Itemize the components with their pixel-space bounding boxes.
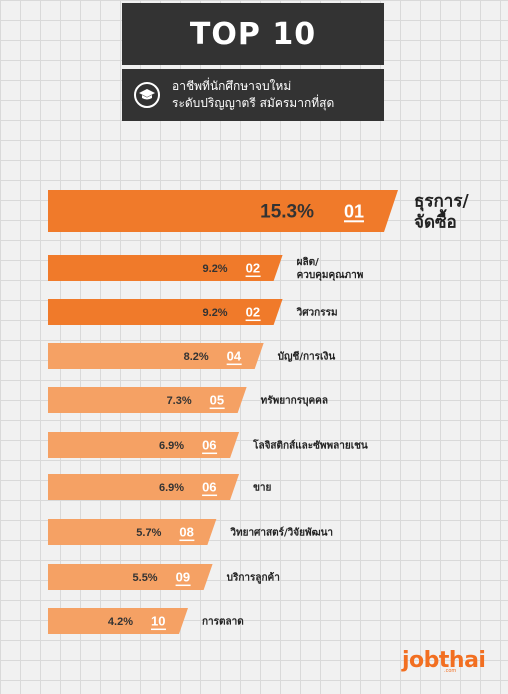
rank-label: 05 <box>210 393 224 408</box>
value-label: 9.2% <box>203 263 228 275</box>
category-label: บริการลูกค้า <box>227 572 280 585</box>
rank-label: 09 <box>176 570 190 585</box>
bar <box>48 474 240 500</box>
value-label: 6.9% <box>159 440 184 452</box>
subtitle-line-2: ระดับปริญญาตรี สมัครมากที่สุด <box>172 96 335 110</box>
rank-label: 06 <box>202 438 216 453</box>
jobthai-logo: jobthai <box>402 648 492 680</box>
bar <box>48 255 283 281</box>
rank-underline <box>245 319 261 322</box>
value-label: 7.3% <box>167 395 192 407</box>
header-title-box: TOP 10 <box>122 3 384 65</box>
category-label: ขาย <box>253 483 271 494</box>
subtitle-line-1: อาชีพที่นักศึกษาจบใหม่ <box>172 79 292 93</box>
logo-domain: .com <box>444 668 457 674</box>
value-label: 6.9% <box>159 482 184 494</box>
rank-label: 10 <box>151 614 165 629</box>
bar <box>48 432 240 458</box>
rank-underline <box>245 275 261 278</box>
bar <box>48 343 264 369</box>
value-label: 4.2% <box>108 616 133 628</box>
category-label: วิศวกรรม <box>296 307 337 319</box>
bar <box>48 608 188 634</box>
rank-label: 02 <box>246 261 260 276</box>
bar <box>48 299 283 325</box>
rank-label: 04 <box>227 349 242 364</box>
value-label: 9.2% <box>203 307 228 319</box>
rank-label: 01 <box>344 201 364 221</box>
rank-label: 06 <box>202 480 216 495</box>
rank-underline <box>209 407 225 410</box>
category-label: บัญชี/การเงิน <box>278 351 336 363</box>
category-label: ผลิต/ <box>297 256 319 268</box>
header-subtitle: อาชีพที่นักศึกษาจบใหม่ ระดับปริญญาตรี สม… <box>172 78 334 112</box>
category-label: ควบคุมคุณภาพ <box>297 270 364 281</box>
value-label: 5.5% <box>133 572 158 584</box>
graduation-cap-icon <box>134 82 160 108</box>
logo-text: jobthai <box>402 648 486 673</box>
bar <box>48 519 217 545</box>
category-label: จัดซื้อ <box>414 208 457 232</box>
rank-label: 08 <box>179 525 193 540</box>
category-label: ทรัพยากรบุคคล <box>261 395 328 407</box>
rank-underline <box>226 363 242 366</box>
rank-underline <box>151 628 166 631</box>
rank-label: 02 <box>246 305 260 320</box>
value-label: 8.2% <box>184 351 209 363</box>
rank-underline <box>202 494 218 497</box>
rank-underline <box>179 539 195 542</box>
category-label: วิทยาศาสตร์/วิจัยพัฒนา <box>230 527 333 539</box>
category-label: การตลาด <box>202 617 244 628</box>
rank-underline <box>175 584 191 587</box>
header-subtitle-box: อาชีพที่นักศึกษาจบใหม่ ระดับปริญญาตรี สม… <box>122 69 384 121</box>
category-label: ธุรการ/ <box>414 191 469 211</box>
rank-underline <box>202 452 218 455</box>
value-label: 15.3% <box>260 202 314 223</box>
bar <box>48 387 247 413</box>
category-label: โลจิสติกส์และซัพพลายเชน <box>252 439 368 452</box>
value-label: 5.7% <box>136 527 161 539</box>
page-title: TOP 10 <box>189 16 317 52</box>
rank-underline <box>344 220 364 223</box>
bar <box>48 564 213 590</box>
bar <box>48 190 398 232</box>
